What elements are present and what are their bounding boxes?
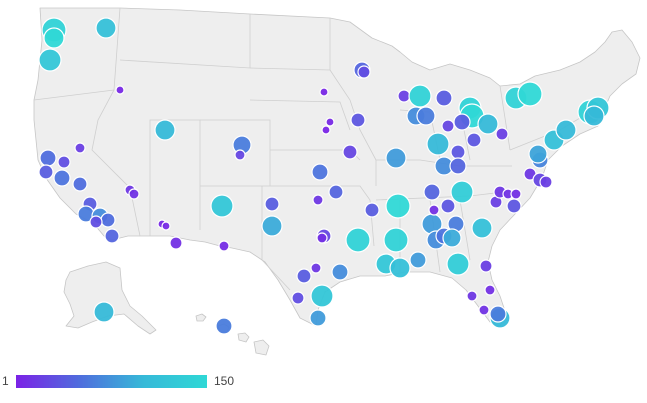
city-marker[interactable] bbox=[477, 113, 499, 135]
city-marker[interactable] bbox=[385, 147, 407, 169]
city-marker[interactable] bbox=[389, 257, 411, 279]
city-marker[interactable] bbox=[310, 284, 334, 308]
city-marker[interactable] bbox=[345, 227, 371, 253]
city-marker[interactable] bbox=[517, 81, 543, 107]
city-marker[interactable] bbox=[38, 164, 54, 180]
city-marker[interactable] bbox=[453, 113, 471, 131]
city-marker[interactable] bbox=[264, 196, 280, 212]
city-marker[interactable] bbox=[506, 198, 522, 214]
city-marker[interactable] bbox=[489, 305, 507, 323]
city-marker[interactable] bbox=[261, 215, 283, 237]
city-marker[interactable] bbox=[100, 212, 116, 228]
city-marker[interactable] bbox=[93, 301, 115, 323]
city-marker[interactable] bbox=[310, 262, 322, 274]
city-marker[interactable] bbox=[38, 48, 62, 72]
city-marker[interactable] bbox=[161, 221, 171, 231]
city-marker[interactable] bbox=[104, 228, 120, 244]
city-marker[interactable] bbox=[466, 132, 482, 148]
city-marker[interactable] bbox=[357, 65, 371, 79]
city-marker[interactable] bbox=[510, 188, 522, 200]
city-marker[interactable] bbox=[440, 198, 456, 214]
alaska-outline bbox=[63, 261, 157, 335]
city-marker[interactable] bbox=[39, 149, 57, 167]
city-marker[interactable] bbox=[342, 144, 358, 160]
city-marker[interactable] bbox=[291, 291, 305, 305]
city-marker[interactable] bbox=[309, 309, 327, 327]
city-marker[interactable] bbox=[426, 132, 450, 156]
city-marker[interactable] bbox=[466, 290, 478, 302]
city-marker[interactable] bbox=[385, 193, 411, 219]
city-marker[interactable] bbox=[583, 105, 605, 127]
city-marker[interactable] bbox=[528, 144, 548, 164]
city-marker[interactable] bbox=[316, 232, 328, 244]
city-marker[interactable] bbox=[364, 202, 380, 218]
city-marker[interactable] bbox=[296, 268, 312, 284]
legend-max-label: 150 bbox=[214, 374, 235, 388]
city-marker[interactable] bbox=[53, 169, 71, 187]
city-marker[interactable] bbox=[115, 85, 125, 95]
city-marker[interactable] bbox=[350, 112, 366, 128]
city-marker[interactable] bbox=[383, 227, 409, 253]
city-marker[interactable] bbox=[57, 155, 71, 169]
city-marker[interactable] bbox=[154, 119, 176, 141]
city-marker[interactable] bbox=[409, 251, 427, 269]
city-markers-layer bbox=[38, 17, 610, 335]
city-marker[interactable] bbox=[312, 194, 324, 206]
city-marker[interactable] bbox=[423, 183, 441, 201]
city-marker[interactable] bbox=[89, 215, 103, 229]
city-marker[interactable] bbox=[72, 176, 88, 192]
city-marker[interactable] bbox=[479, 259, 493, 273]
city-marker[interactable] bbox=[331, 263, 349, 281]
city-marker[interactable] bbox=[321, 125, 331, 135]
city-marker[interactable] bbox=[428, 204, 440, 216]
city-marker[interactable] bbox=[478, 304, 490, 316]
city-marker[interactable] bbox=[539, 175, 553, 189]
city-marker[interactable] bbox=[328, 184, 344, 200]
hawaii-island-3 bbox=[237, 332, 250, 343]
city-marker[interactable] bbox=[495, 127, 509, 141]
city-marker[interactable] bbox=[234, 149, 246, 161]
city-marker[interactable] bbox=[446, 252, 470, 276]
city-marker[interactable] bbox=[442, 228, 462, 248]
city-marker[interactable] bbox=[555, 119, 577, 141]
city-marker[interactable] bbox=[435, 89, 453, 107]
city-marker[interactable] bbox=[74, 142, 86, 154]
hawaii-island-4 bbox=[253, 339, 270, 356]
legend-min-label: 1 bbox=[2, 374, 9, 388]
city-marker[interactable] bbox=[471, 217, 493, 239]
city-marker[interactable] bbox=[215, 317, 233, 335]
city-marker[interactable] bbox=[450, 144, 466, 160]
city-marker[interactable] bbox=[95, 17, 117, 39]
hawaii-island-1 bbox=[195, 313, 207, 322]
land-layer bbox=[33, 7, 641, 356]
city-marker[interactable] bbox=[128, 188, 140, 200]
city-marker[interactable] bbox=[169, 236, 183, 250]
legend-gradient-bar bbox=[16, 375, 207, 388]
city-marker[interactable] bbox=[441, 119, 455, 133]
city-marker[interactable] bbox=[43, 27, 65, 49]
color-legend: 1 150 bbox=[0, 372, 260, 390]
city-marker[interactable] bbox=[449, 157, 467, 175]
city-marker[interactable] bbox=[450, 180, 474, 204]
city-marker[interactable] bbox=[325, 117, 335, 127]
city-marker[interactable] bbox=[311, 163, 329, 181]
city-marker[interactable] bbox=[397, 89, 411, 103]
city-marker[interactable] bbox=[210, 194, 234, 218]
city-marker[interactable] bbox=[416, 106, 436, 126]
city-marker[interactable] bbox=[484, 284, 496, 296]
city-marker[interactable] bbox=[408, 84, 432, 108]
city-marker[interactable] bbox=[218, 240, 230, 252]
city-marker[interactable] bbox=[319, 87, 329, 97]
